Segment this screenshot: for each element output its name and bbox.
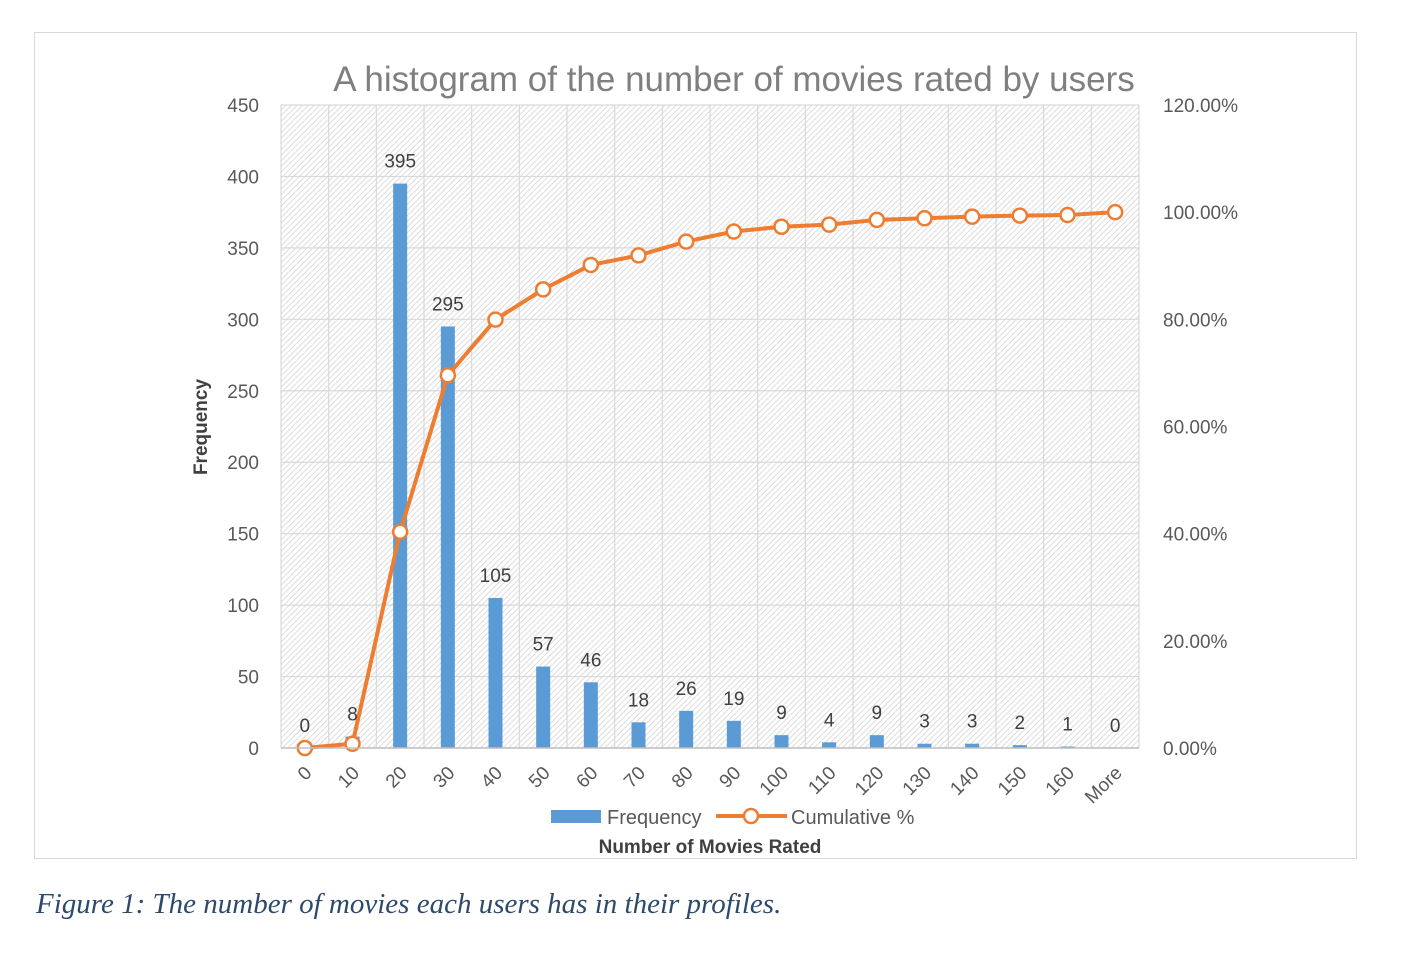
x-tick-label: 10 [334, 763, 364, 793]
bar [1012, 745, 1027, 748]
bar-data-label: 2 [1015, 713, 1026, 734]
bar-data-label: 395 [384, 152, 416, 173]
x-tick-label: More [1081, 763, 1126, 808]
bar-data-label: 26 [676, 679, 697, 700]
y-tick-label: 150 [227, 525, 259, 546]
bar [822, 742, 837, 748]
cumulative-point [391, 523, 409, 541]
x-axis-title: Number of Movies Rated [599, 837, 822, 858]
legend-frequency-label: Frequency [607, 807, 702, 829]
cumulative-point [725, 223, 743, 240]
y-axis-title: Frequency [191, 379, 212, 476]
cumulative-point [534, 281, 552, 298]
cumulative-point [487, 311, 504, 328]
y2-tick-label: 100.00% [1163, 203, 1238, 224]
y2-tick-label: 40.00% [1163, 525, 1228, 546]
bar [393, 183, 408, 749]
legend-frequency-swatch [551, 810, 601, 823]
bar [488, 597, 503, 748]
y2-tick-label: 80.00% [1163, 310, 1228, 331]
cumulative-point [916, 210, 933, 227]
cumulative-point [773, 218, 790, 235]
legend-cumulative-label: Cumulative % [791, 807, 915, 829]
x-tick-label: 70 [620, 763, 650, 793]
bar-data-label: 3 [919, 712, 930, 733]
bar-data-label: 3 [967, 712, 978, 733]
y2-tick-label: 120.00% [1163, 96, 1238, 117]
bar [631, 722, 646, 748]
bar [726, 720, 741, 748]
cumulative-point [630, 247, 647, 264]
x-tick-label: 90 [716, 763, 746, 793]
axes: 0501001502002503003504004500.00%20.00%40… [227, 96, 1238, 808]
bar-data-label: 295 [432, 294, 464, 315]
cumulative-point [677, 233, 695, 250]
cumulative-point [963, 208, 981, 225]
bar-data-label: 9 [776, 703, 787, 724]
x-tick-label: 130 [899, 763, 936, 800]
cumulative-point [439, 367, 457, 384]
bar [965, 743, 980, 748]
bars [345, 183, 1075, 749]
y2-tick-label: 60.00% [1163, 418, 1228, 439]
bar [774, 735, 789, 748]
bar-data-label: 8 [347, 705, 358, 726]
bar [869, 735, 884, 748]
y-tick-label: 450 [227, 96, 259, 117]
bar-data-label: 9 [872, 703, 883, 724]
y-tick-label: 50 [238, 668, 259, 689]
cumulative-line [296, 203, 1124, 757]
bar [679, 710, 694, 748]
y-tick-label: 400 [227, 167, 259, 188]
y-tick-label: 300 [227, 310, 259, 331]
bar-data-label: 0 [1110, 716, 1121, 737]
bar-data-label: 19 [723, 689, 744, 710]
x-tick-label: 40 [477, 763, 507, 793]
y-tick-label: 0 [248, 739, 259, 760]
cumulative-point [868, 211, 886, 229]
bar-data-label: 18 [628, 690, 649, 711]
bar-data-label: 4 [824, 710, 835, 731]
x-tick-label: 20 [382, 763, 412, 793]
y-tick-label: 100 [227, 596, 259, 617]
bar-data-label: 0 [300, 716, 311, 737]
bar [440, 326, 455, 748]
y2-tick-label: 20.00% [1163, 632, 1228, 653]
x-tick-label: 140 [946, 763, 983, 800]
x-tick-label: 110 [804, 763, 840, 799]
bar [583, 682, 598, 748]
bar [536, 666, 551, 748]
y-tick-label: 350 [227, 239, 259, 260]
data-labels: 0 8 395 295 105 57 46 18 26 19 9 4 9 3 3 2 1 0 [300, 152, 1121, 737]
bar-data-label: 46 [580, 650, 601, 671]
bar-data-label: 1 [1062, 715, 1073, 736]
x-tick-label: 50 [525, 763, 555, 793]
x-tick-label: 160 [1042, 763, 1079, 800]
legend: Frequency Cumulative % [551, 807, 915, 829]
x-tick-label: 30 [430, 763, 460, 793]
x-tick-label: 100 [756, 763, 793, 800]
legend-cumulative-marker [742, 807, 760, 825]
cumulative-point [1011, 207, 1029, 224]
gridlines [280, 104, 1140, 749]
cumulative-point [1106, 203, 1124, 221]
cumulative-point [1059, 206, 1076, 224]
y-tick-label: 200 [227, 453, 259, 474]
x-tick-label: 0 [294, 763, 316, 785]
chart-frame: 0 8 395 295 105 57 46 18 26 19 9 4 9 3 3 2 1 0 0 50 100 150 2… [34, 32, 1357, 859]
x-tick-label: 80 [668, 763, 698, 793]
x-tick-label: 150 [994, 763, 1031, 800]
x-tick-label: 60 [573, 763, 603, 793]
bar-data-label: 57 [533, 635, 554, 656]
cumulative-point [582, 256, 600, 274]
y2-tick-label: 0.00% [1163, 739, 1217, 760]
y-tick-label: 250 [227, 382, 259, 403]
x-tick-label: 120 [851, 763, 888, 800]
cumulative-point [820, 216, 838, 233]
bar [917, 743, 932, 748]
bar-data-label: 105 [480, 566, 512, 587]
figure-caption: Figure 1: The number of movies each user… [36, 888, 782, 920]
chart-title: A histogram of the number of movies rate… [333, 60, 1135, 99]
